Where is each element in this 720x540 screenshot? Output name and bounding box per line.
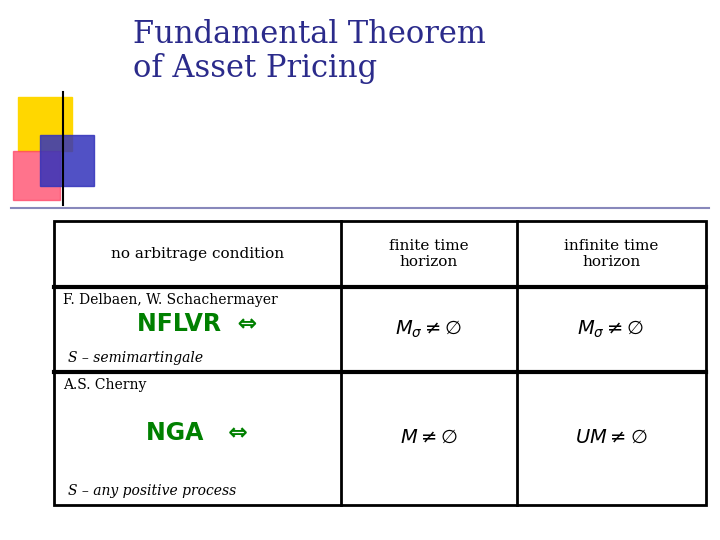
Text: S – any positive process: S – any positive process bbox=[68, 484, 237, 498]
Text: A.S. Cherny: A.S. Cherny bbox=[63, 378, 146, 392]
Text: NFLVR  ⇔: NFLVR ⇔ bbox=[138, 312, 258, 336]
Bar bbox=[13, 151, 60, 200]
Bar bbox=[18, 97, 72, 151]
Bar bbox=[40, 135, 94, 186]
Text: Fundamental Theorem
of Asset Pricing: Fundamental Theorem of Asset Pricing bbox=[133, 19, 486, 84]
Text: $M_{\sigma} \neq \varnothing$: $M_{\sigma} \neq \varnothing$ bbox=[577, 319, 645, 340]
Text: infinite time
horizon: infinite time horizon bbox=[564, 239, 658, 269]
Text: $M_{\sigma} \neq \varnothing$: $M_{\sigma} \neq \varnothing$ bbox=[395, 319, 462, 340]
Text: finite time
horizon: finite time horizon bbox=[389, 239, 469, 269]
Text: no arbitrage condition: no arbitrage condition bbox=[111, 247, 284, 261]
Text: $M \neq \varnothing$: $M \neq \varnothing$ bbox=[400, 429, 458, 447]
Text: F. Delbaen, W. Schachermayer: F. Delbaen, W. Schachermayer bbox=[63, 293, 277, 307]
Bar bbox=[54, 221, 706, 505]
Text: NGA   ⇔: NGA ⇔ bbox=[146, 421, 248, 445]
Text: S – semimartingale: S – semimartingale bbox=[68, 351, 204, 365]
Text: $UM \neq \varnothing$: $UM \neq \varnothing$ bbox=[575, 429, 647, 447]
